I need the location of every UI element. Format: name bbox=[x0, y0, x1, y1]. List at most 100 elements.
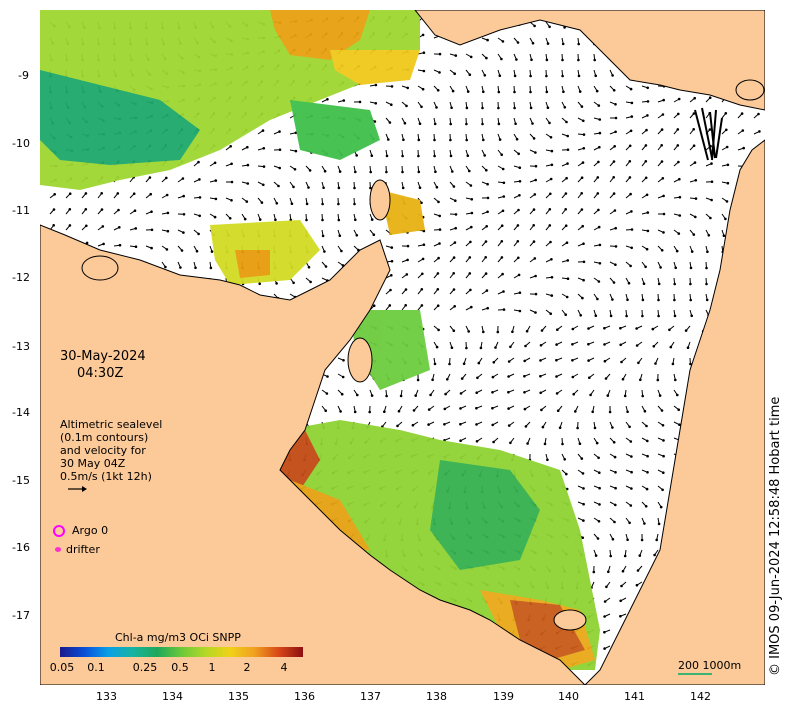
velocity-arrow-head bbox=[479, 346, 483, 350]
velocity-arrow-head bbox=[356, 393, 359, 397]
velocity-arrow-head bbox=[619, 343, 622, 347]
velocity-arrow-head bbox=[484, 256, 488, 259]
velocity-arrow-head bbox=[411, 423, 415, 427]
velocity-arrow-head bbox=[497, 90, 501, 94]
velocity-arrow-head bbox=[636, 569, 640, 572]
velocity-arrow-head bbox=[277, 184, 280, 188]
velocity-arrow-head bbox=[518, 166, 522, 169]
velocity-arrow-head bbox=[262, 183, 265, 187]
velocity-arrow-head bbox=[594, 554, 598, 557]
velocity-arrow-head bbox=[614, 226, 617, 230]
velocity-arrow-head bbox=[619, 614, 622, 618]
map-canvas[interactable] bbox=[40, 10, 765, 685]
velocity-arrow-head bbox=[533, 193, 537, 196]
velocity-arrow-head bbox=[228, 217, 232, 220]
island-3 bbox=[347, 337, 373, 383]
lat-label-9: -9 bbox=[18, 69, 29, 82]
velocity-arrow-head bbox=[443, 407, 447, 411]
velocity-arrow-head bbox=[353, 186, 356, 190]
velocity-arrow-head bbox=[149, 192, 152, 196]
velocity-arrow-head bbox=[52, 208, 56, 211]
velocity-arrow-head bbox=[374, 102, 378, 105]
velocity-arrow-head bbox=[420, 105, 423, 109]
velocity-arrow-head bbox=[606, 394, 610, 397]
velocity-arrow-head bbox=[355, 234, 359, 237]
velocity-arrow-head bbox=[459, 407, 462, 410]
velocity-arrow-head bbox=[690, 250, 694, 253]
velocity-arrow-head bbox=[486, 182, 489, 186]
velocity-arrow-head bbox=[523, 374, 526, 378]
velocity-arrow-head bbox=[708, 128, 712, 131]
lat-label-12: -12 bbox=[12, 271, 30, 284]
argo-marker-icon bbox=[53, 525, 65, 537]
velocity-arrow-head bbox=[420, 201, 423, 205]
velocity-arrow-head bbox=[213, 215, 217, 219]
velocity-arrow-head bbox=[385, 154, 389, 158]
velocity-arrow-head bbox=[459, 422, 462, 426]
velocity-arrow-head bbox=[446, 378, 449, 381]
velocity-arrow-head bbox=[550, 294, 554, 297]
velocity-arrow-head bbox=[486, 306, 490, 310]
velocity-arrow-head bbox=[412, 409, 416, 412]
velocity-arrow-head bbox=[469, 184, 473, 187]
velocity-arrow-head bbox=[533, 24, 536, 28]
velocity-arrow-head bbox=[321, 234, 325, 238]
new-guinea bbox=[414, 10, 765, 111]
velocity-arrow-head bbox=[694, 215, 697, 219]
velocity-arrow-head bbox=[543, 442, 547, 446]
velocity-arrow-head bbox=[385, 170, 388, 174]
velocity-arrow-head bbox=[293, 168, 297, 171]
velocity-arrow-head bbox=[597, 520, 601, 523]
velocity-arrow-head bbox=[539, 359, 542, 362]
velocity-arrow-head bbox=[589, 393, 592, 397]
velocity-arrow-head bbox=[416, 378, 420, 382]
velocity-arrow-head bbox=[572, 392, 575, 396]
velocity-arrow-head bbox=[515, 137, 519, 141]
velocity-arrow-head bbox=[677, 97, 681, 101]
velocity-arrow-head bbox=[452, 272, 456, 275]
velocity-arrow-head bbox=[612, 160, 616, 163]
velocity-arrow-head bbox=[275, 202, 279, 205]
velocity-arrow-head bbox=[539, 374, 542, 378]
velocity-arrow-head bbox=[654, 362, 657, 365]
velocity-arrow-head bbox=[467, 330, 471, 333]
velocity-arrow-head bbox=[694, 179, 698, 182]
velocity-arrow-head bbox=[646, 229, 650, 233]
velocity-arrow-head bbox=[429, 393, 432, 397]
velocity-arrow-head bbox=[213, 161, 217, 165]
velocity-arrow-head bbox=[677, 232, 681, 235]
velocity-arrow-head bbox=[307, 265, 311, 269]
velocity-arrow-head bbox=[341, 375, 345, 379]
velocity-arrow-head bbox=[582, 242, 585, 245]
velocity-arrow-head bbox=[406, 258, 409, 262]
velocity-arrow-head bbox=[524, 425, 528, 428]
velocity-arrow-head bbox=[566, 162, 569, 165]
velocity-arrow-head bbox=[597, 225, 601, 229]
velocity-arrow-head bbox=[118, 243, 122, 247]
velocity-arrow-head bbox=[635, 327, 638, 330]
velocity-arrow-head bbox=[725, 128, 728, 132]
velocity-arrow-head bbox=[369, 186, 372, 190]
lon-label-133: 133 bbox=[96, 690, 117, 703]
velocity-arrow-head bbox=[422, 69, 426, 73]
velocity-arrow-head bbox=[517, 273, 521, 277]
velocity-arrow-head bbox=[603, 615, 606, 618]
velocity-arrow-head bbox=[420, 288, 424, 291]
velocity-arrow-head bbox=[370, 394, 374, 397]
velocity-arrow-head bbox=[230, 162, 233, 166]
velocity-arrow-head bbox=[596, 297, 599, 301]
velocity-arrow-head bbox=[502, 181, 506, 185]
velocity-arrow-head bbox=[565, 472, 568, 476]
velocity-arrow-head bbox=[577, 74, 581, 78]
velocity-arrow-head bbox=[565, 176, 568, 180]
velocity-arrow-head bbox=[587, 327, 590, 330]
copyright-text: © IMOS 09-Jun-2024 12:58:48 Hobart time bbox=[768, 396, 783, 676]
velocity-arrow-head bbox=[629, 192, 632, 196]
velocity-arrow-head bbox=[452, 185, 456, 188]
velocity-arrow-head bbox=[652, 345, 656, 348]
velocity-arrow-head bbox=[612, 441, 616, 444]
velocity-arrow-head bbox=[705, 282, 708, 286]
velocity-arrow-head bbox=[707, 234, 711, 237]
velocity-arrow-head bbox=[742, 146, 745, 150]
velocity-arrow-head bbox=[492, 361, 496, 364]
